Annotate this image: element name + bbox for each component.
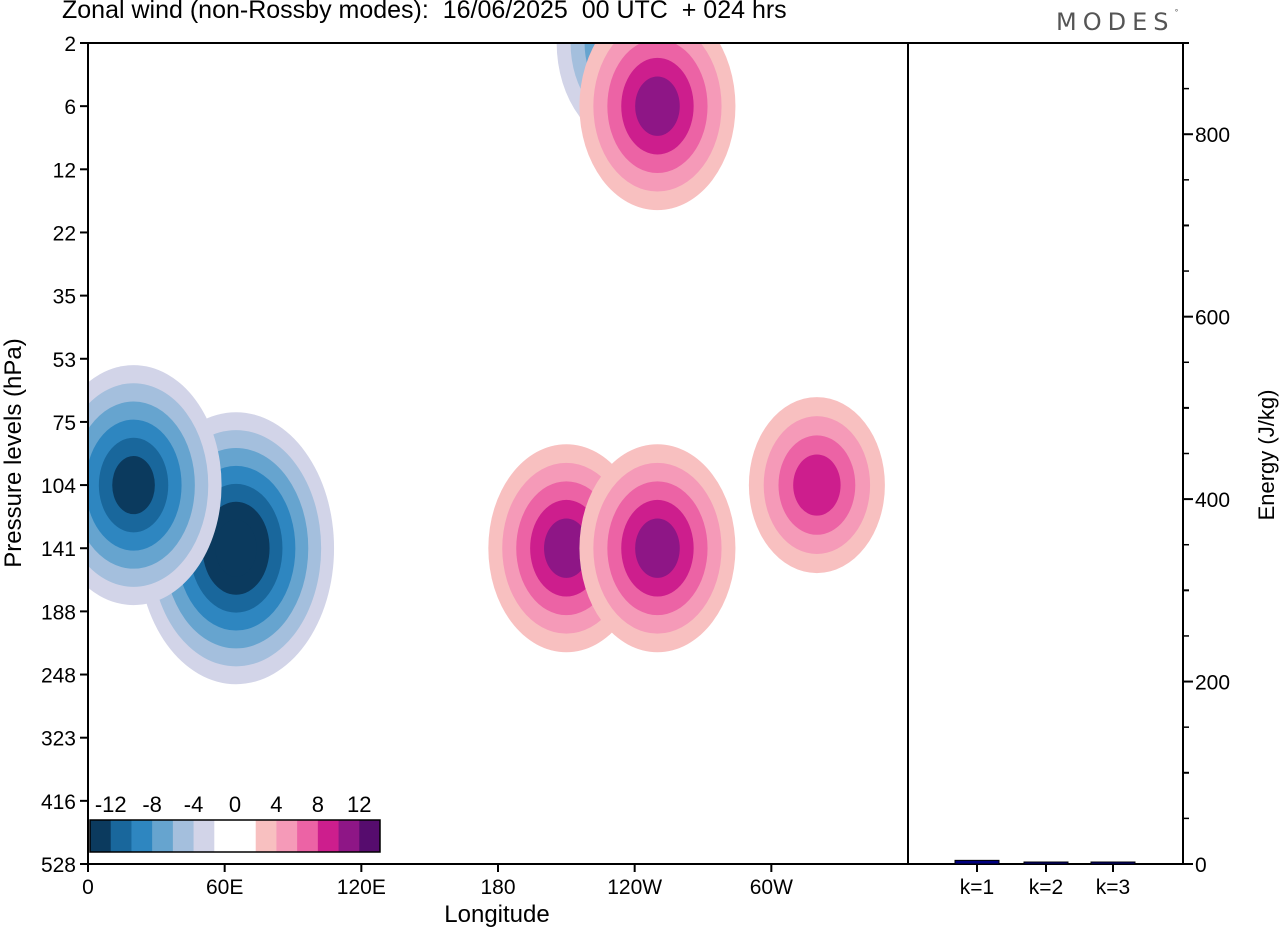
logo-text: MODES	[1056, 8, 1175, 36]
y-tick-label: 35	[53, 286, 76, 309]
wind-contour-band	[215, 519, 257, 577]
y-tick-label: 188	[41, 601, 76, 624]
colorbar-label: 0	[229, 792, 241, 817]
wind-feature-easterly	[88, 365, 222, 606]
x-axis-label: Longitude	[444, 901, 549, 928]
colorbar-swatch	[317, 820, 339, 852]
energy-axis-label: Energy (J/kg)	[1254, 390, 1279, 521]
energy-category-label: k=3	[1096, 876, 1130, 899]
wind-feature-westerly	[579, 43, 736, 211]
colorbar-swatch	[172, 820, 194, 852]
y-tick-label: 323	[41, 728, 76, 751]
energy-bar	[1090, 861, 1136, 865]
colorbar-label: -12	[95, 792, 127, 817]
y-tick-label: 104	[41, 475, 76, 498]
energy-category-label: k=1	[960, 876, 994, 899]
colorbar-swatch	[193, 820, 215, 852]
x-tick-label: 60W	[750, 876, 793, 899]
modes-logo: MODES°	[1056, 8, 1178, 36]
energy-frame	[907, 42, 1184, 865]
energy-tick-label: 400	[1195, 489, 1230, 512]
y-axis-label: Pressure levels (hPa)	[0, 338, 27, 567]
y-tick-label: 53	[53, 349, 76, 372]
colorbar-swatch	[131, 820, 153, 852]
x-tick-label: 120E	[337, 876, 386, 899]
x-tick-label: 0	[82, 876, 94, 899]
colorbar-swatch	[255, 820, 277, 852]
colorbar-label: 12	[347, 792, 371, 817]
wind-contour-band	[112, 455, 155, 515]
colorbar-swatch	[359, 820, 381, 852]
y-tick-label: 528	[41, 854, 76, 877]
colorbar-swatch	[110, 820, 132, 852]
y-tick-label: 75	[53, 412, 76, 435]
y-tick-label: 22	[53, 222, 76, 245]
y-tick-label: 6	[64, 96, 76, 119]
energy-tick-label: 0	[1195, 854, 1207, 877]
colorbar-swatch	[297, 820, 319, 852]
colorbar-swatch	[214, 820, 236, 852]
wind-feature-westerly	[579, 444, 736, 653]
x-tick-label: 60E	[206, 876, 243, 899]
colorbar-label: 8	[312, 792, 324, 817]
energy-bar	[1023, 861, 1069, 865]
colorbar-frame	[89, 819, 381, 853]
colorbar-swatch	[338, 820, 360, 852]
colorbar-swatch	[152, 820, 174, 852]
wind-contour-band	[793, 454, 841, 516]
y-tick-label: 416	[41, 791, 76, 814]
chart-title: Zonal wind (non-Rossby modes): 16/06/202…	[62, 0, 787, 24]
wind-feature-westerly	[748, 397, 885, 574]
y-tick-label: 248	[41, 665, 76, 688]
colorbar-label: -8	[142, 792, 162, 817]
wind-contour-band	[544, 518, 589, 578]
energy-tick-label: 800	[1195, 124, 1230, 147]
x-tick-label: 120W	[607, 876, 662, 899]
y-tick-label: 2	[64, 33, 76, 56]
energy-tick-label: 600	[1195, 307, 1230, 330]
colorbar-swatch	[90, 820, 112, 852]
energy-category-label: k=2	[1029, 876, 1063, 899]
logo-mark: °	[1174, 8, 1179, 17]
energy-bar	[954, 859, 1000, 865]
colorbar-label: -4	[184, 792, 204, 817]
x-tick-label: 180	[480, 876, 515, 899]
colorbar-swatch	[276, 820, 298, 852]
wind-contour-band	[635, 76, 680, 136]
colorbar-label: 4	[270, 792, 282, 817]
wind-contour-band	[635, 518, 680, 578]
heatmap-field	[88, 43, 885, 685]
colorbar-swatch	[235, 820, 257, 852]
y-tick-label: 141	[41, 538, 76, 561]
energy-tick-label: 200	[1195, 672, 1230, 695]
y-tick-label: 12	[53, 159, 76, 182]
